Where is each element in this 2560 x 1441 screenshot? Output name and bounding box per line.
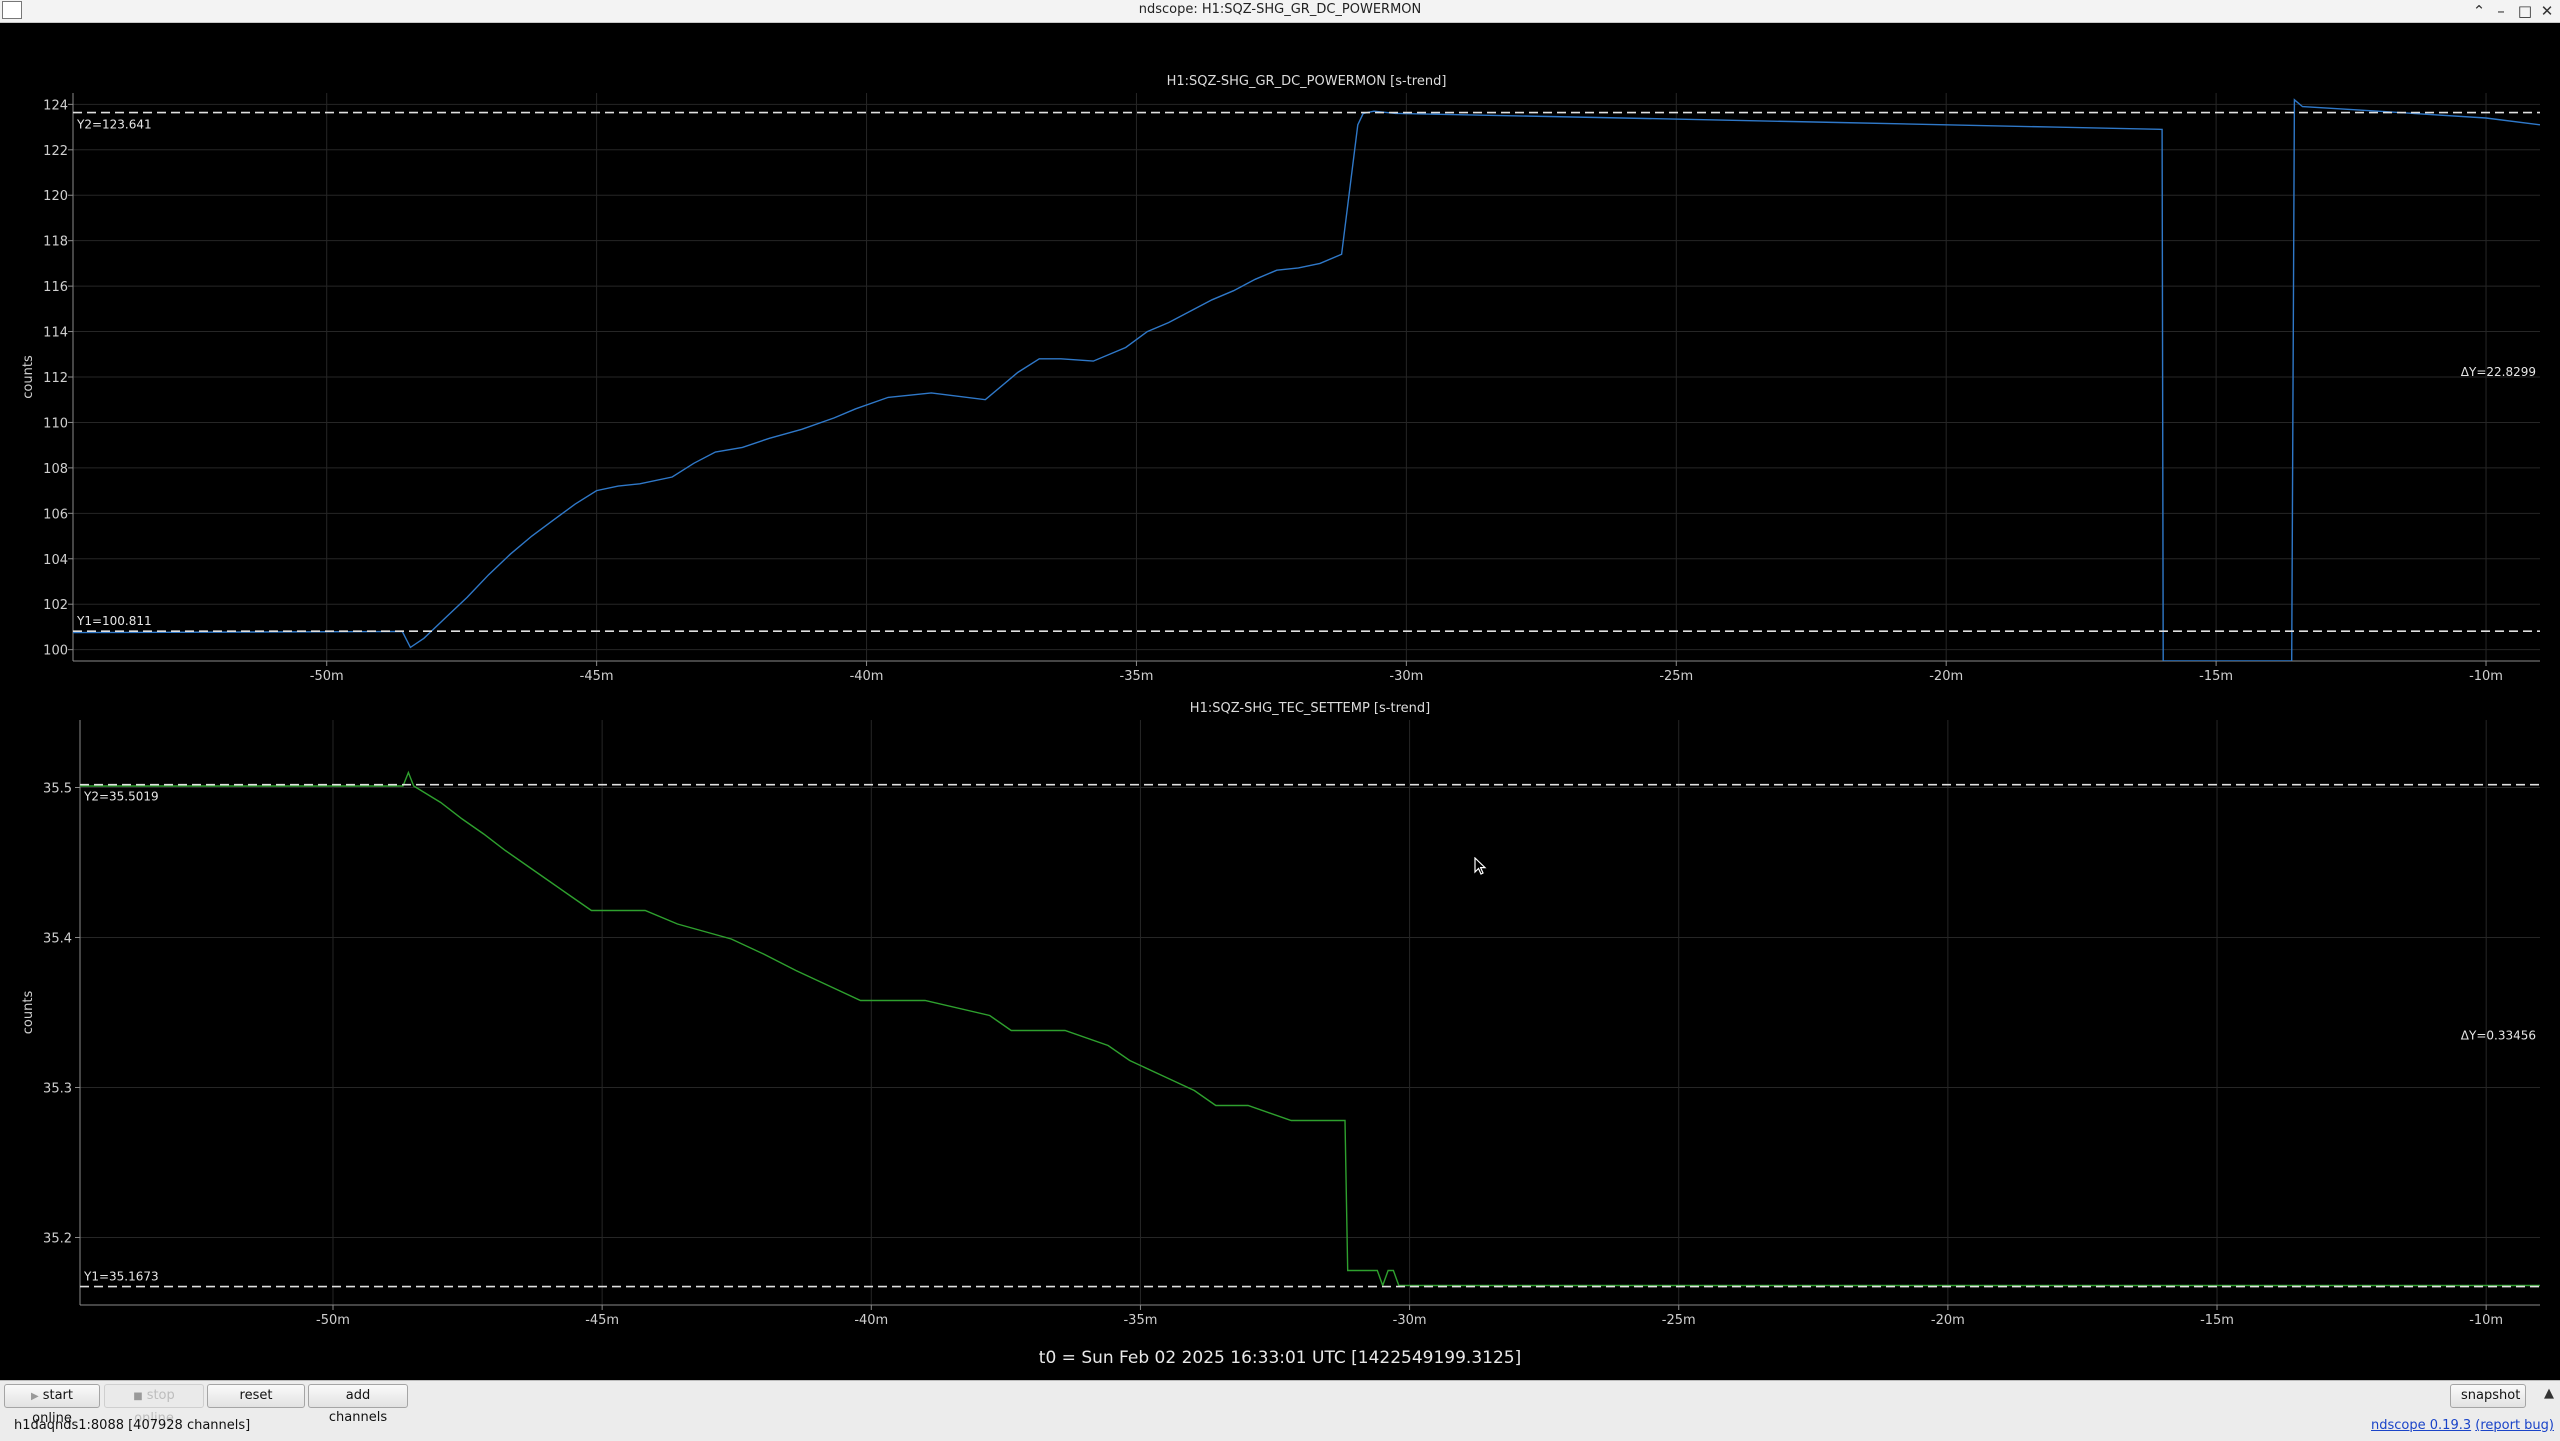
series-line-1 [73,98,2540,661]
plot-panel-2[interactable]: H1:SQZ-SHG_TEC_SETTEMP [s-trend] 35.2 35.3… [21,701,2540,1328]
snapshot-button[interactable]: snapshot [2450,1384,2526,1408]
reset-button[interactable]: reset [207,1384,305,1408]
y-tick-label: 120 [43,189,68,204]
y-tick-label: 104 [43,553,68,568]
window-titlebar: ndscope: H1:SQZ-SHG_GR_DC_POWERMON ⌃ – □… [0,0,2560,23]
x-tick-label: -25m [1659,669,1693,684]
t0-label: t0 = Sun Feb 02 2025 16:33:01 UTC [14225… [1038,1348,1522,1368]
minimize-window-icon[interactable]: – [2497,2,2505,20]
plot-area[interactable]: H1:SQZ-SHG_GR_DC_POWERMON [s-trend] 100 10… [0,23,2560,1380]
x-tick-label: -25m [1662,1313,1696,1328]
y-tick-label: 122 [43,144,68,159]
mouse-cursor-icon [1474,857,1487,875]
y-tick-label: 35.3 [43,1082,72,1097]
y-tick-label: 124 [43,98,68,113]
version-link[interactable]: ndscope 0.19.3 [2371,1418,2472,1433]
x-tick-label: -20m [1929,669,1963,684]
y-tick-label: 102 [43,598,68,613]
close-window-icon[interactable]: ✕ [2540,2,2554,20]
stop-online-button[interactable]: ■ stop online [104,1384,204,1426]
play-icon: ▶ [31,1391,39,1402]
x-tick-label: -15m [2200,1313,2234,1328]
plot-title: H1:SQZ-SHG_GR_DC_POWERMON [s-trend] [1167,74,1447,89]
y-axis-label: counts [21,355,36,399]
cursor-delta-label: ΔY=22.8299 [2461,365,2536,379]
start-online-button[interactable]: ▶ start online [4,1384,100,1426]
expand-panel-icon[interactable]: ▲ [2544,1386,2554,1401]
x-tick-label: -30m [1389,669,1423,684]
x-tick-label: -45m [580,669,614,684]
y-tick-label: 116 [43,280,68,295]
maximize-window-icon[interactable]: □ [2517,2,2533,20]
y-tick-label: 35.5 [43,782,72,797]
cursor-delta-label: ΔY=0.33456 [2461,1029,2536,1043]
x-tick-label: -20m [1931,1313,1965,1328]
y-tick-label: 108 [43,462,68,477]
x-tick-label: -30m [1393,1313,1427,1328]
add-channels-button[interactable]: add channels [308,1384,408,1425]
y-tick-label: 114 [43,326,68,341]
shade-window-icon[interactable]: ⌃ [2472,2,2486,20]
y-tick-label: 35.4 [43,932,72,947]
y-tick-label: 100 [43,644,68,659]
y-tick-label: 118 [43,235,68,250]
cursor-label-y2: Y2=123.641 [76,118,152,132]
x-tick-label: -10m [2469,669,2503,684]
x-tick-label: -40m [850,669,884,684]
plot-panel-1[interactable]: H1:SQZ-SHG_GR_DC_POWERMON [s-trend] 100 10… [21,74,2540,684]
series-line-1 [80,770,2540,1288]
x-tick-label: -35m [1120,669,1154,684]
x-tick-label: -50m [310,669,344,684]
x-tick-label: -40m [854,1313,888,1328]
version-info: ndscope 0.19.3 (report bug) [2371,1418,2554,1433]
plot-title: H1:SQZ-SHG_TEC_SETTEMP [s-trend] [1190,701,1430,716]
app-icon [2,1,22,19]
x-tick-label: -50m [316,1313,350,1328]
cursor-label-y1: Y1=35.1673 [83,1270,159,1284]
server-status: h1daqnds1:8088 [407928 channels] [14,1418,251,1433]
y-tick-label: 110 [43,416,68,431]
window-title: ndscope: H1:SQZ-SHG_GR_DC_POWERMON [1138,2,1422,17]
y-tick-label: 35.2 [43,1232,72,1247]
x-tick-label: -10m [2469,1313,2503,1328]
stop-icon: ■ [133,1391,143,1402]
cursor-label-y2: Y2=35.5019 [83,790,159,804]
report-bug-link[interactable]: (report bug) [2475,1418,2554,1433]
y-tick-label: 106 [43,507,68,522]
y-axis-label: counts [21,991,36,1035]
plots-svg[interactable]: H1:SQZ-SHG_GR_DC_POWERMON [s-trend] 100 10… [0,23,2560,1380]
y-tick-label: 112 [43,371,68,386]
x-tick-label: -15m [2199,669,2233,684]
bottom-toolbar: ▶ start online ■ stop online reset add cha… [0,1380,2560,1441]
x-tick-label: -35m [1123,1313,1157,1328]
x-tick-label: -45m [585,1313,619,1328]
cursor-label-y1: Y1=100.811 [76,614,152,628]
